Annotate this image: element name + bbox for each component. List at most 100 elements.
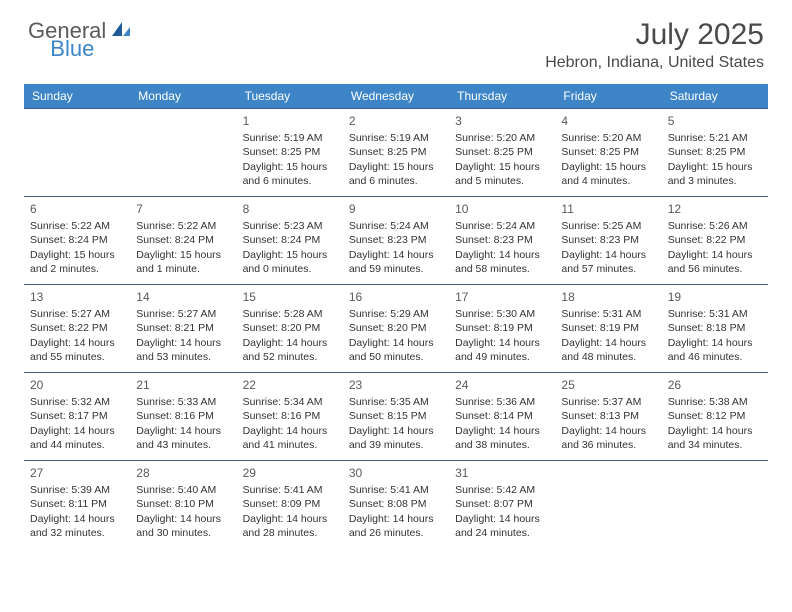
daylight-line: Daylight: 15 hours and 6 minutes.: [243, 160, 337, 188]
daylight-line: Daylight: 14 hours and 56 minutes.: [668, 248, 762, 276]
daylight-line: Daylight: 15 hours and 5 minutes.: [455, 160, 549, 188]
sunrise-line: Sunrise: 5:29 AM: [349, 307, 443, 321]
sunrise-line: Sunrise: 5:39 AM: [30, 483, 124, 497]
calendar-cell: 16Sunrise: 5:29 AMSunset: 8:20 PMDayligh…: [343, 285, 449, 373]
day-number: 21: [136, 377, 230, 393]
daylight-line: Daylight: 14 hours and 32 minutes.: [30, 512, 124, 540]
sunset-line: Sunset: 8:15 PM: [349, 409, 443, 423]
sunset-line: Sunset: 8:25 PM: [243, 145, 337, 159]
calendar-cell: 4Sunrise: 5:20 AMSunset: 8:25 PMDaylight…: [555, 109, 661, 197]
calendar-cell-empty: [24, 109, 130, 197]
sunrise-line: Sunrise: 5:26 AM: [668, 219, 762, 233]
sunrise-line: Sunrise: 5:38 AM: [668, 395, 762, 409]
sunrise-line: Sunrise: 5:19 AM: [243, 131, 337, 145]
sunset-line: Sunset: 8:11 PM: [30, 497, 124, 511]
calendar-cell: 26Sunrise: 5:38 AMSunset: 8:12 PMDayligh…: [662, 373, 768, 461]
daylight-line: Daylight: 15 hours and 2 minutes.: [30, 248, 124, 276]
sunrise-line: Sunrise: 5:41 AM: [349, 483, 443, 497]
day-number: 28: [136, 465, 230, 481]
sunset-line: Sunset: 8:21 PM: [136, 321, 230, 335]
daylight-line: Daylight: 14 hours and 34 minutes.: [668, 424, 762, 452]
calendar-cell: 15 Sunrise: 5:28 AMSunset: 8:20 PMDayligh…: [237, 285, 343, 373]
day-header: Tuesday: [237, 84, 343, 109]
sunrise-line: Sunrise: 5:32 AM: [30, 395, 124, 409]
daylight-line: Daylight: 14 hours and 26 minutes.: [349, 512, 443, 540]
calendar-table: SundayMondayTuesdayWednesdayThursdayFrid…: [24, 84, 768, 549]
sunset-line: Sunset: 8:08 PM: [349, 497, 443, 511]
daylight-line: Daylight: 14 hours and 41 minutes.: [243, 424, 337, 452]
sunrise-line: Sunrise: 5:31 AM: [561, 307, 655, 321]
daylight-line: Daylight: 15 hours and 4 minutes.: [561, 160, 655, 188]
day-number: 22: [243, 377, 337, 393]
sunrise-line: Sunrise: 5:28 AM: [243, 307, 337, 321]
page-title: July 2025: [545, 18, 764, 52]
daylight-line: Daylight: 15 hours and 3 minutes.: [668, 160, 762, 188]
calendar-row: 1Sunrise: 5:19 AMSunset: 8:25 PMDaylight…: [24, 109, 768, 197]
calendar-row: 20Sunrise: 5:32 AMSunset: 8:17 PMDayligh…: [24, 373, 768, 461]
day-number: 12: [668, 201, 762, 217]
sunset-line: Sunset: 8:22 PM: [30, 321, 124, 335]
day-number: 10: [455, 201, 549, 217]
daylight-line: Daylight: 14 hours and 43 minutes.: [136, 424, 230, 452]
calendar-row: 13Sunrise: 5:27 AMSunset: 8:22 PMDayligh…: [24, 285, 768, 373]
sunset-line: Sunset: 8:07 PM: [455, 497, 549, 511]
sunset-line: Sunset: 8:25 PM: [668, 145, 762, 159]
sunset-line: Sunset: 8:19 PM: [561, 321, 655, 335]
sunset-line: Sunset: 8:17 PM: [30, 409, 124, 423]
calendar-cell: 7Sunrise: 5:22 AMSunset: 8:24 PMDaylight…: [130, 197, 236, 285]
daylight-line: Daylight: 14 hours and 55 minutes.: [30, 336, 124, 364]
day-header: Sunday: [24, 84, 130, 109]
sunset-line: Sunset: 8:20 PM: [243, 321, 337, 335]
day-header: Wednesday: [343, 84, 449, 109]
day-header: Monday: [130, 84, 236, 109]
sunrise-line: Sunrise: 5:20 AM: [561, 131, 655, 145]
calendar-cell: 18 Sunrise: 5:31 AMSunset: 8:19 PMDayligh…: [555, 285, 661, 373]
sunset-line: Sunset: 8:23 PM: [349, 233, 443, 247]
day-number: 6: [30, 201, 124, 217]
logo-sail-icon: [110, 20, 132, 43]
day-number: 18: [561, 289, 655, 305]
title-block: July 2025 Hebron, Indiana, United States: [545, 18, 764, 72]
daylight-line: Daylight: 14 hours and 28 minutes.: [243, 512, 337, 540]
location-label: Hebron, Indiana, United States: [545, 54, 764, 72]
calendar-cell: 11Sunrise: 5:25 AMSunset: 8:23 PMDayligh…: [555, 197, 661, 285]
sunrise-line: Sunrise: 5:42 AM: [455, 483, 549, 497]
day-header: Friday: [555, 84, 661, 109]
calendar-cell: 17Sunrise: 5:30 AMSunset: 8:19 PMDayligh…: [449, 285, 555, 373]
sunrise-line: Sunrise: 5:27 AM: [136, 307, 230, 321]
sunrise-line: Sunrise: 5:20 AM: [455, 131, 549, 145]
sunrise-line: Sunrise: 5:21 AM: [668, 131, 762, 145]
sunset-line: Sunset: 8:25 PM: [455, 145, 549, 159]
day-number: 15: [243, 289, 337, 305]
sunset-line: Sunset: 8:16 PM: [136, 409, 230, 423]
day-number: 29: [243, 465, 337, 481]
daylight-line: Daylight: 14 hours and 48 minutes.: [561, 336, 655, 364]
sunrise-line: Sunrise: 5:37 AM: [561, 395, 655, 409]
calendar-cell: 9Sunrise: 5:24 AMSunset: 8:23 PMDaylight…: [343, 197, 449, 285]
sunrise-line: Sunrise: 5:31 AM: [668, 307, 762, 321]
daylight-line: Daylight: 14 hours and 30 minutes.: [136, 512, 230, 540]
calendar-cell: 27Sunrise: 5:39 AMSunset: 8:11 PMDayligh…: [24, 461, 130, 549]
sunrise-line: Sunrise: 5:41 AM: [243, 483, 337, 497]
day-number: 8: [243, 201, 337, 217]
sunrise-line: Sunrise: 5:33 AM: [136, 395, 230, 409]
sunset-line: Sunset: 8:19 PM: [455, 321, 549, 335]
sunrise-line: Sunrise: 5:24 AM: [455, 219, 549, 233]
sunset-line: Sunset: 8:13 PM: [561, 409, 655, 423]
sunrise-line: Sunrise: 5:23 AM: [243, 219, 337, 233]
day-header: Thursday: [449, 84, 555, 109]
daylight-line: Daylight: 14 hours and 59 minutes.: [349, 248, 443, 276]
calendar-cell-empty: [130, 109, 236, 197]
daylight-line: Daylight: 14 hours and 52 minutes.: [243, 336, 337, 364]
calendar-cell-empty: [555, 461, 661, 549]
sunset-line: Sunset: 8:23 PM: [455, 233, 549, 247]
calendar-cell: 12Sunrise: 5:26 AMSunset: 8:22 PMDayligh…: [662, 197, 768, 285]
day-number: 7: [136, 201, 230, 217]
day-number: 1: [243, 113, 337, 129]
sunset-line: Sunset: 8:20 PM: [349, 321, 443, 335]
calendar-cell: 8Sunrise: 5:23 AMSunset: 8:24 PMDaylight…: [237, 197, 343, 285]
daylight-line: Daylight: 14 hours and 58 minutes.: [455, 248, 549, 276]
sunrise-line: Sunrise: 5:24 AM: [349, 219, 443, 233]
daylight-line: Daylight: 14 hours and 57 minutes.: [561, 248, 655, 276]
day-number: 3: [455, 113, 549, 129]
